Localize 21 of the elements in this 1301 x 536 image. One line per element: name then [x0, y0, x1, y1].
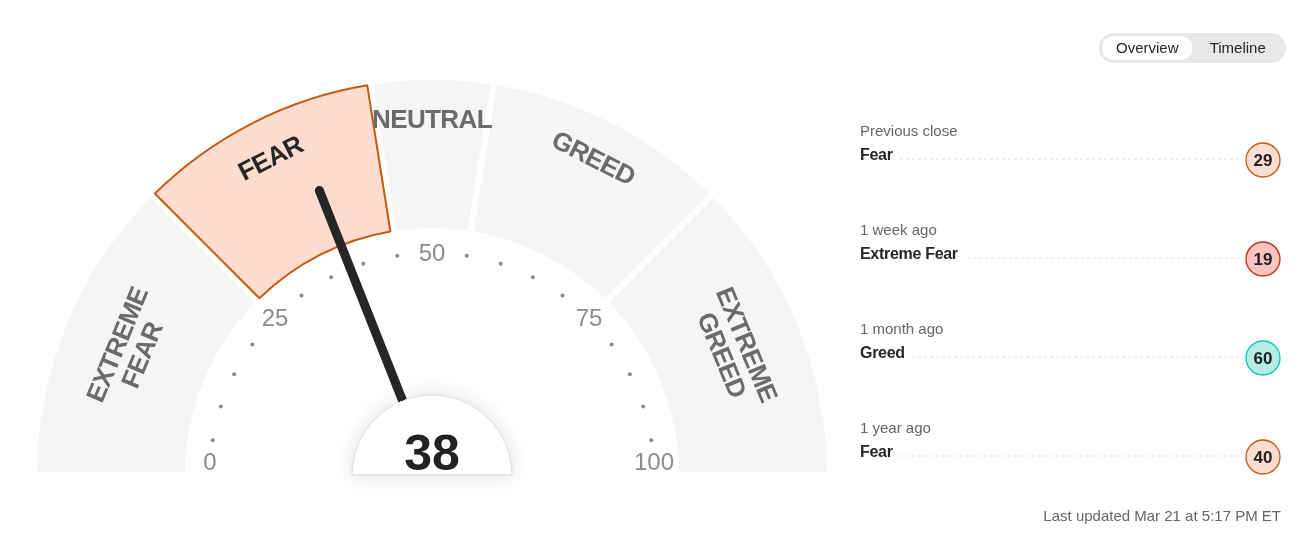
segmented-control[interactable]: Overview Timeline [1099, 33, 1286, 63]
data-label: 40 [1253, 448, 1273, 468]
slice-label: NEUTRAL [371, 104, 493, 134]
text: Fear [860, 442, 893, 460]
data-label: 60 [1253, 349, 1273, 369]
text: 0 [203, 448, 217, 476]
category-label: 1 week ago [860, 221, 937, 239]
text: 50 [418, 239, 446, 267]
text: 25 [261, 304, 289, 332]
text: Last updated Mar 21 at 5:17 PM ET [1043, 507, 1281, 524]
text: 100 [633, 448, 675, 476]
data-label: 29 [1253, 151, 1273, 171]
text: Greed [860, 343, 905, 361]
text: Extreme Fear [860, 244, 958, 262]
text: Fear [860, 145, 893, 163]
data-label: 19 [1253, 250, 1273, 270]
text: 75 [575, 304, 603, 332]
text: 38 [404, 425, 460, 481]
category-label: Previous close [860, 122, 958, 140]
category-label: 1 month ago [860, 320, 944, 338]
category-label: 1 year ago [860, 419, 931, 437]
